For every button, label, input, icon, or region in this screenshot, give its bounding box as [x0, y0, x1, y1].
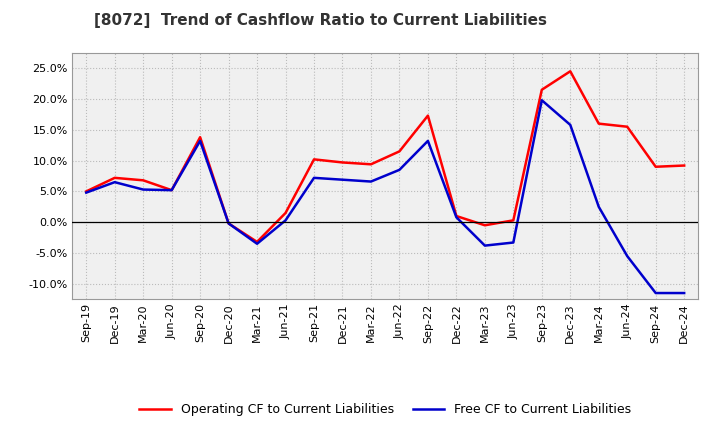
Legend: Operating CF to Current Liabilities, Free CF to Current Liabilities: Operating CF to Current Liabilities, Fre… — [135, 398, 636, 421]
Operating CF to Current Liabilities — [623, 124, 631, 129]
Operating CF to Current Liabilities — [366, 161, 375, 167]
Operating CF to Current Liabilities — [509, 218, 518, 223]
Operating CF to Current Liabilities — [652, 164, 660, 169]
Free CF to Current Liabilities — [395, 167, 404, 172]
Free CF to Current Liabilities — [167, 187, 176, 193]
Free CF to Current Liabilities — [595, 204, 603, 209]
Operating CF to Current Liabilities — [537, 87, 546, 92]
Free CF to Current Liabilities — [652, 290, 660, 296]
Operating CF to Current Liabilities — [480, 223, 489, 228]
Free CF to Current Liabilities — [82, 190, 91, 195]
Operating CF to Current Liabilities — [338, 160, 347, 165]
Free CF to Current Liabilities — [480, 243, 489, 248]
Operating CF to Current Liabilities — [452, 213, 461, 219]
Operating CF to Current Liabilities — [196, 135, 204, 140]
Operating CF to Current Liabilities — [139, 178, 148, 183]
Free CF to Current Liabilities — [623, 253, 631, 259]
Operating CF to Current Liabilities — [110, 175, 119, 180]
Free CF to Current Liabilities — [509, 240, 518, 245]
Free CF to Current Liabilities — [282, 218, 290, 223]
Operating CF to Current Liabilities — [680, 163, 688, 168]
Free CF to Current Liabilities — [225, 221, 233, 226]
Free CF to Current Liabilities — [537, 98, 546, 103]
Operating CF to Current Liabilities — [566, 69, 575, 74]
Operating CF to Current Liabilities — [310, 157, 318, 162]
Free CF to Current Liabilities — [423, 138, 432, 143]
Line: Operating CF to Current Liabilities: Operating CF to Current Liabilities — [86, 71, 684, 242]
Operating CF to Current Liabilities — [253, 239, 261, 245]
Free CF to Current Liabilities — [310, 175, 318, 180]
Free CF to Current Liabilities — [196, 138, 204, 143]
Text: [8072]  Trend of Cashflow Ratio to Current Liabilities: [8072] Trend of Cashflow Ratio to Curren… — [94, 13, 546, 28]
Free CF to Current Liabilities — [110, 180, 119, 185]
Operating CF to Current Liabilities — [225, 221, 233, 226]
Operating CF to Current Liabilities — [282, 210, 290, 216]
Operating CF to Current Liabilities — [82, 189, 91, 194]
Free CF to Current Liabilities — [366, 179, 375, 184]
Free CF to Current Liabilities — [452, 215, 461, 220]
Free CF to Current Liabilities — [139, 187, 148, 192]
Free CF to Current Liabilities — [680, 290, 688, 296]
Operating CF to Current Liabilities — [167, 187, 176, 193]
Operating CF to Current Liabilities — [595, 121, 603, 126]
Free CF to Current Liabilities — [253, 241, 261, 246]
Operating CF to Current Liabilities — [423, 113, 432, 118]
Line: Free CF to Current Liabilities: Free CF to Current Liabilities — [86, 100, 684, 293]
Free CF to Current Liabilities — [566, 122, 575, 128]
Operating CF to Current Liabilities — [395, 149, 404, 154]
Free CF to Current Liabilities — [338, 177, 347, 182]
